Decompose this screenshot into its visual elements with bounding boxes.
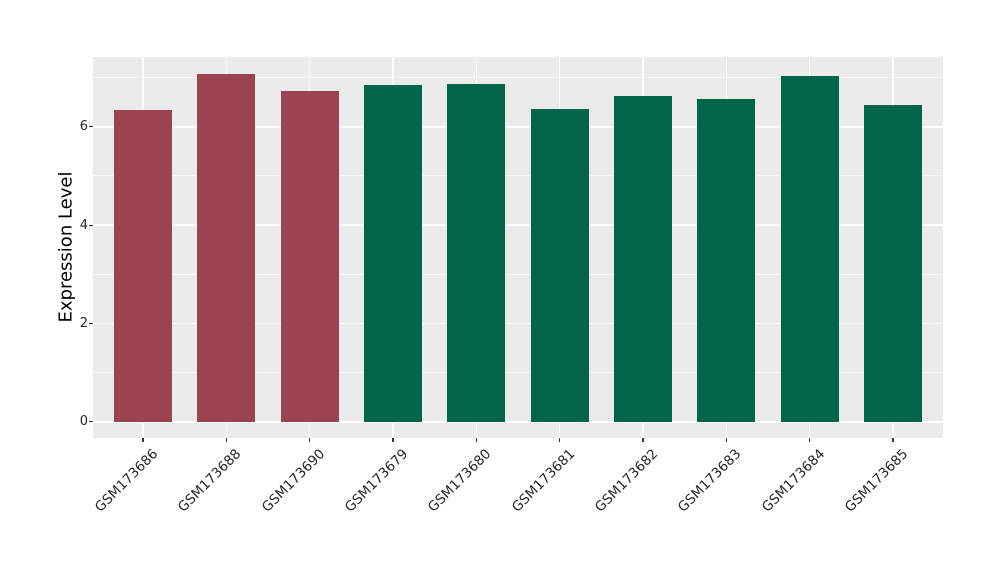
x-tick-mark-GSM173682 — [642, 438, 644, 442]
major-gridline-y6 — [93, 126, 943, 128]
x-tick-label-GSM173686: GSM173686 — [91, 446, 162, 516]
x-tick-mark-GSM173685 — [892, 438, 894, 442]
x-tick-label-GSM173682: GSM173682 — [591, 446, 662, 516]
x-tick-label-GSM173690: GSM173690 — [258, 446, 328, 516]
y-tick-mark-6 — [88, 126, 93, 128]
major-gridline-y0 — [93, 421, 943, 423]
x-tick-label-GSM173685: GSM173685 — [841, 446, 912, 516]
y-tick-label-4: 4 — [79, 217, 88, 233]
bar-GSM173688 — [197, 73, 256, 422]
y-tick-label-0: 0 — [79, 414, 88, 430]
bar-GSM173681 — [530, 108, 589, 422]
y-axis-title: Expression Level — [55, 171, 77, 323]
y-tick-mark-2 — [88, 322, 93, 325]
plot-panel — [93, 57, 943, 438]
bar-GSM173685 — [864, 104, 922, 422]
x-tick-label-GSM173688: GSM173688 — [175, 446, 245, 516]
x-tick-mark-GSM173679 — [392, 438, 394, 442]
bar-GSM173690 — [280, 91, 339, 422]
x-tick-mark-GSM173686 — [142, 438, 144, 442]
x-tick-mark-GSM173680 — [475, 438, 477, 442]
x-tick-mark-GSM173683 — [725, 438, 727, 442]
x-tick-mark-GSM173684 — [809, 438, 811, 442]
x-tick-label-GSM173679: GSM173679 — [341, 446, 412, 516]
x-tick-label-GSM173683: GSM173683 — [675, 446, 745, 516]
x-tick-label-GSM173684: GSM173684 — [758, 446, 828, 516]
major-gridline-y4 — [93, 224, 943, 226]
bar-GSM173686 — [114, 109, 172, 422]
bar-GSM173684 — [780, 76, 839, 422]
x-tick-mark-GSM173688 — [225, 438, 227, 442]
bar-GSM173679 — [364, 85, 422, 422]
bar-GSM173682 — [614, 95, 672, 422]
major-gridline-y2 — [93, 322, 943, 325]
x-tick-label-GSM173681: GSM173681 — [508, 446, 578, 516]
x-tick-label-GSM173680: GSM173680 — [425, 446, 495, 516]
y-tick-mark-0 — [88, 421, 93, 423]
minor-gridline-y1 — [93, 372, 943, 374]
minor-gridline-y3 — [93, 273, 943, 275]
bar-GSM173683 — [697, 99, 756, 422]
y-tick-mark-4 — [88, 224, 93, 226]
minor-gridline-y7 — [93, 77, 943, 79]
x-tick-mark-GSM173681 — [559, 438, 561, 442]
minor-gridline-y5 — [93, 175, 943, 177]
y-tick-label-6: 6 — [79, 119, 88, 135]
x-tick-mark-GSM173690 — [309, 438, 311, 442]
y-tick-label-2: 2 — [79, 315, 88, 331]
bar-GSM173680 — [447, 84, 506, 422]
